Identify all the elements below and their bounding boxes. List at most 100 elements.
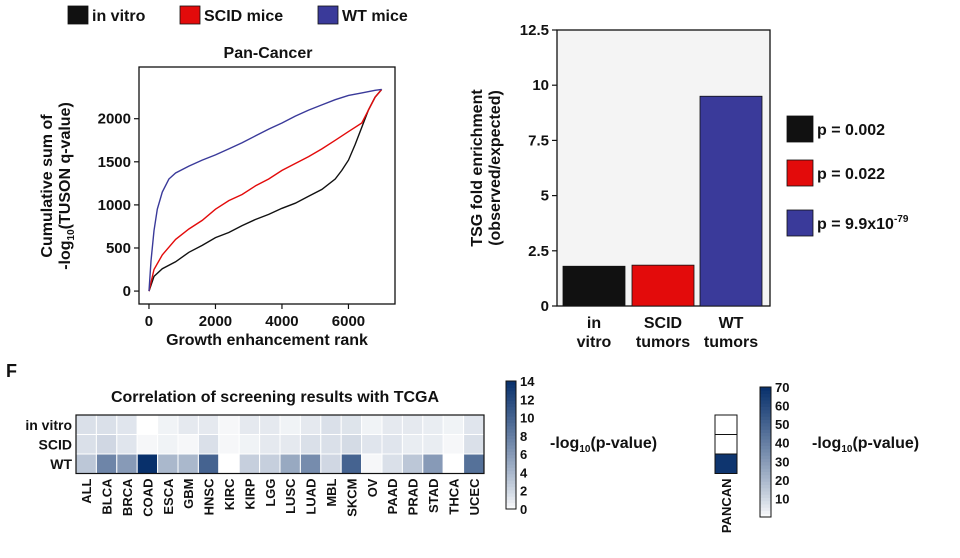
series-line-wt-mice	[148, 88, 382, 292]
heatmap-cell	[279, 434, 301, 455]
colorbar-step	[506, 435, 516, 440]
bar-category-label: SCID	[644, 315, 682, 332]
pancan-colorbar-step	[760, 426, 771, 430]
colorbar-step	[506, 409, 516, 414]
colorbar-step	[506, 483, 516, 488]
bar-legend-superscript: -79	[894, 214, 909, 225]
line-series-group	[148, 88, 383, 292]
heatmap-column-label: BLCA	[100, 478, 115, 515]
pancan-colorbar-step	[760, 461, 771, 466]
heatmap-column-label: GBM	[181, 479, 196, 509]
bar-legend-text: p = 9.9x10	[817, 216, 894, 233]
colorbar-tick-label: 12	[520, 392, 534, 407]
bar-category-label: vitro	[577, 334, 612, 351]
heatmap-column-label: ALL	[79, 478, 94, 503]
heatmap-cell	[218, 453, 240, 474]
heatmap-cell	[401, 453, 424, 474]
pancan-colorbar-step	[760, 452, 771, 456]
heatmap-cell	[157, 453, 179, 474]
heatmap-column-label: LUAD	[304, 479, 319, 515]
heatmap-cell	[340, 453, 363, 474]
pancan-colorbar-step	[760, 497, 771, 502]
heatmap-cell	[238, 414, 261, 435]
heatmap-cell	[463, 414, 485, 435]
heatmap-column-label: UCEC	[467, 478, 482, 515]
pancan-colorbar-step	[760, 487, 771, 492]
colorbar-tick-label: 10	[520, 411, 534, 426]
heatmap-colorbar: 0 2 4 6 8 10 12 14	[505, 374, 535, 517]
colorbar-step	[506, 400, 516, 404]
heatmap-cell	[401, 434, 424, 455]
line-x-axis-label: Growth enhancement rank	[166, 332, 368, 349]
heatmap-cell	[361, 414, 383, 435]
heatmap-cell	[442, 453, 465, 474]
colorbar-step	[506, 425, 516, 430]
heatmap-cell	[95, 434, 118, 455]
heatmap-cell	[259, 414, 281, 435]
heatmap-cell	[259, 434, 281, 455]
heatmap-colorbar-label-sub: 10	[579, 444, 591, 455]
colorbar-tick-label: 14	[520, 374, 535, 389]
colorbar-step	[506, 448, 516, 452]
heatmap-cell	[95, 414, 118, 435]
colorbar-tick-label: 2	[520, 484, 527, 499]
pancan-colorbar-step	[760, 413, 771, 417]
colorbar-step	[506, 445, 516, 449]
heatmap-column-label: SKCM	[344, 479, 359, 517]
heatmap-cell	[422, 414, 444, 435]
heatmap-column-label: MBL	[324, 478, 339, 506]
heatmap-cell	[361, 434, 383, 455]
heatmap-colorbar-label-prefix: -log	[550, 435, 579, 452]
heatmap-cell	[361, 453, 383, 474]
pancan-colorbar-step	[760, 390, 771, 394]
legend-swatch-scid-mice	[179, 5, 201, 25]
line-chart-title: Pan-Cancer	[224, 45, 313, 62]
line-x-tick-label: 4000	[265, 313, 298, 330]
heatmap-cell	[442, 434, 465, 455]
colorbar-step	[506, 422, 516, 427]
colorbar-step	[506, 461, 516, 465]
heatmap-column-label: HNSC	[202, 478, 217, 515]
line-y-axis-label-prefix: -log	[57, 240, 74, 269]
heatmap-cell	[136, 434, 159, 455]
colorbar-frame	[505, 380, 517, 510]
line-y-axis-label-2: -log10(TUSON q-value)	[57, 102, 77, 270]
heatmap-cell	[116, 453, 138, 474]
series-line-in-vitro	[148, 88, 383, 292]
heatmap-colorbar-label: -log10(p-value)	[550, 435, 657, 455]
heatmap-cell	[197, 414, 220, 435]
heatmap-cell	[238, 434, 261, 455]
colorbar-step	[506, 480, 516, 484]
pancan-colorbar-step	[760, 439, 771, 443]
heatmap-cell	[218, 434, 240, 455]
heatmap-cell	[299, 414, 322, 435]
heatmap-cell	[157, 414, 179, 435]
heatmap-cell	[177, 434, 199, 455]
pancan-colorbar-tick-label: 40	[775, 436, 789, 451]
colorbar-step	[506, 467, 516, 472]
heatmap-cell	[197, 434, 220, 455]
colorbar-step	[506, 502, 516, 507]
pancan-colorbar-step	[760, 432, 771, 437]
colorbar-step	[506, 403, 516, 408]
pancan-colorbar-step	[760, 474, 771, 479]
pancan-colorbar-tick-label: 70	[775, 380, 789, 395]
heatmap-column-label: LUSC	[283, 478, 298, 514]
pancan-column-label: PANCAN	[719, 479, 734, 534]
pancan-colorbar-step	[760, 491, 771, 495]
heatmap-column-label: KIRP	[242, 478, 257, 509]
colorbar-tick-label: 8	[520, 429, 527, 444]
heatmap-colorbar-label-suffix: (p-value)	[590, 435, 657, 452]
pancan-colorbar-step	[760, 481, 771, 485]
pancan-colorbar-step	[760, 504, 771, 508]
pancan-colorbar-tick-label: 50	[775, 417, 789, 432]
pancan-colorbar-step	[760, 419, 771, 424]
pancan-colorbar-step	[760, 455, 771, 459]
heatmap-column-label: PRAD	[406, 479, 421, 516]
colorbar-step	[506, 464, 516, 468]
colorbar-step	[506, 451, 516, 456]
pancan-cell	[714, 434, 738, 455]
heatmap-column-label: COAD	[140, 479, 155, 517]
pancan-colorbar-step	[760, 393, 771, 398]
